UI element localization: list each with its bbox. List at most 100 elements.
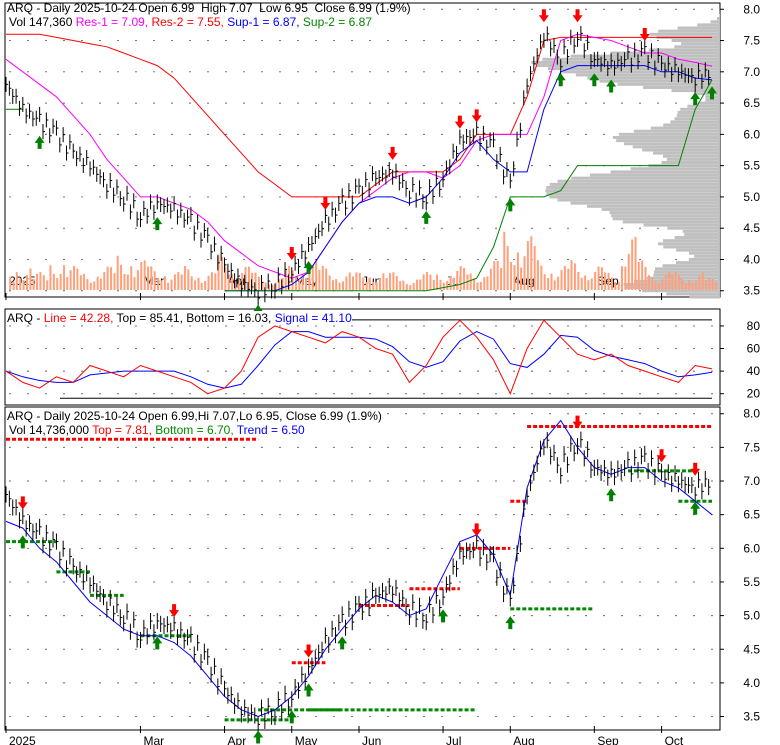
volume-bar — [657, 282, 660, 290]
volume-bar — [610, 277, 613, 290]
volume-profile-bar — [677, 26, 720, 30]
grid-dot — [459, 290, 461, 292]
grid-dot — [387, 715, 389, 718]
grid-dot — [45, 615, 47, 617]
grid-dot — [297, 347, 299, 350]
grid-dot — [657, 446, 659, 448]
grid-dot — [621, 227, 623, 229]
volume-profile-bar — [549, 195, 720, 199]
grid-dot — [135, 514, 137, 516]
grid-dot — [189, 370, 191, 372]
grid-dot — [135, 581, 137, 583]
volume-profile-bar — [617, 82, 720, 86]
grid-dot — [99, 165, 101, 167]
volume-bar — [664, 274, 667, 290]
volume-profile-bar — [642, 148, 720, 152]
grid-dot — [81, 370, 83, 372]
grid-dot — [225, 227, 227, 229]
grid-dot — [693, 480, 695, 482]
grid-dot — [297, 165, 299, 167]
grid-dot — [117, 393, 119, 395]
grid-dot — [135, 480, 137, 482]
grid-dot — [153, 615, 155, 617]
grid-dot — [675, 615, 677, 617]
grid-dot — [315, 446, 317, 448]
grid-dot — [459, 102, 461, 104]
grid-dot — [9, 615, 11, 617]
grid-dot — [333, 615, 335, 617]
grid-dot — [585, 648, 587, 650]
grid-dot — [27, 71, 29, 73]
volume-bar — [553, 280, 556, 290]
grid-dot — [369, 165, 371, 167]
grid-dot — [333, 71, 335, 73]
grid-dot — [315, 347, 317, 350]
volume-bar — [207, 275, 210, 290]
grid-dot — [27, 393, 29, 395]
volume-profile-bar — [663, 245, 720, 249]
volume-bar — [577, 271, 580, 290]
grid-dot — [675, 102, 677, 104]
volume-bar — [160, 280, 163, 290]
grid-dot — [675, 648, 677, 650]
volume-bar — [217, 254, 220, 290]
grid-dot — [495, 682, 497, 684]
grid-dot — [297, 480, 299, 482]
volume-bar — [563, 266, 566, 290]
grid-dot — [279, 102, 281, 104]
volume-bar — [241, 273, 244, 290]
volume-profile-bar — [697, 101, 720, 105]
volume-bar — [526, 241, 529, 290]
grid-dot — [117, 446, 119, 448]
grid-dot — [9, 227, 11, 229]
volume-bar — [163, 276, 166, 290]
volume-profile-bar — [653, 270, 720, 274]
grid-dot — [387, 648, 389, 650]
grid-dot — [675, 547, 677, 549]
grid-dot — [261, 39, 263, 42]
grid-dot — [171, 165, 173, 167]
grid-dot — [81, 258, 83, 261]
grid-dot — [117, 196, 119, 198]
volume-bar — [392, 272, 395, 290]
volume-profile-bar — [680, 107, 720, 111]
grid-dot — [459, 715, 461, 718]
volume-profile-bar — [650, 126, 720, 130]
y-tick-label: 5.5 — [743, 575, 760, 589]
grid-dot — [405, 8, 407, 10]
grid-dot — [639, 8, 641, 10]
grid-dot — [261, 325, 263, 327]
volume-bar — [150, 266, 153, 290]
grid-dot — [549, 39, 551, 42]
volume-bar — [402, 280, 405, 290]
grid-dot — [279, 71, 281, 73]
grid-dot — [549, 227, 551, 229]
grid-dot — [171, 581, 173, 583]
grid-dot — [315, 393, 317, 395]
grid-dot — [459, 615, 461, 617]
buy-arrow — [152, 217, 163, 231]
grid-dot — [351, 165, 353, 167]
grid-dot — [45, 370, 47, 372]
grid-dot — [45, 581, 47, 583]
grid-dot — [351, 8, 353, 10]
grid-dot — [549, 8, 551, 10]
grid-dot — [675, 258, 677, 261]
grid-dot — [711, 446, 713, 448]
grid-dot — [441, 715, 443, 718]
sell-arrow — [387, 146, 398, 160]
grid-dot — [603, 547, 605, 549]
grid-dot — [603, 715, 605, 718]
grid-dot — [243, 581, 245, 583]
volume-bar — [335, 279, 338, 290]
volume-bar — [469, 273, 472, 290]
buy-arrow — [438, 609, 449, 623]
grid-dot — [189, 615, 191, 617]
grid-dot — [9, 8, 11, 10]
grid-dot — [495, 102, 497, 104]
volume-bar — [627, 253, 630, 290]
volume-profile-bar — [609, 211, 720, 215]
grid-dot — [531, 290, 533, 292]
grid-dot — [297, 581, 299, 583]
volume-bar — [103, 272, 106, 290]
